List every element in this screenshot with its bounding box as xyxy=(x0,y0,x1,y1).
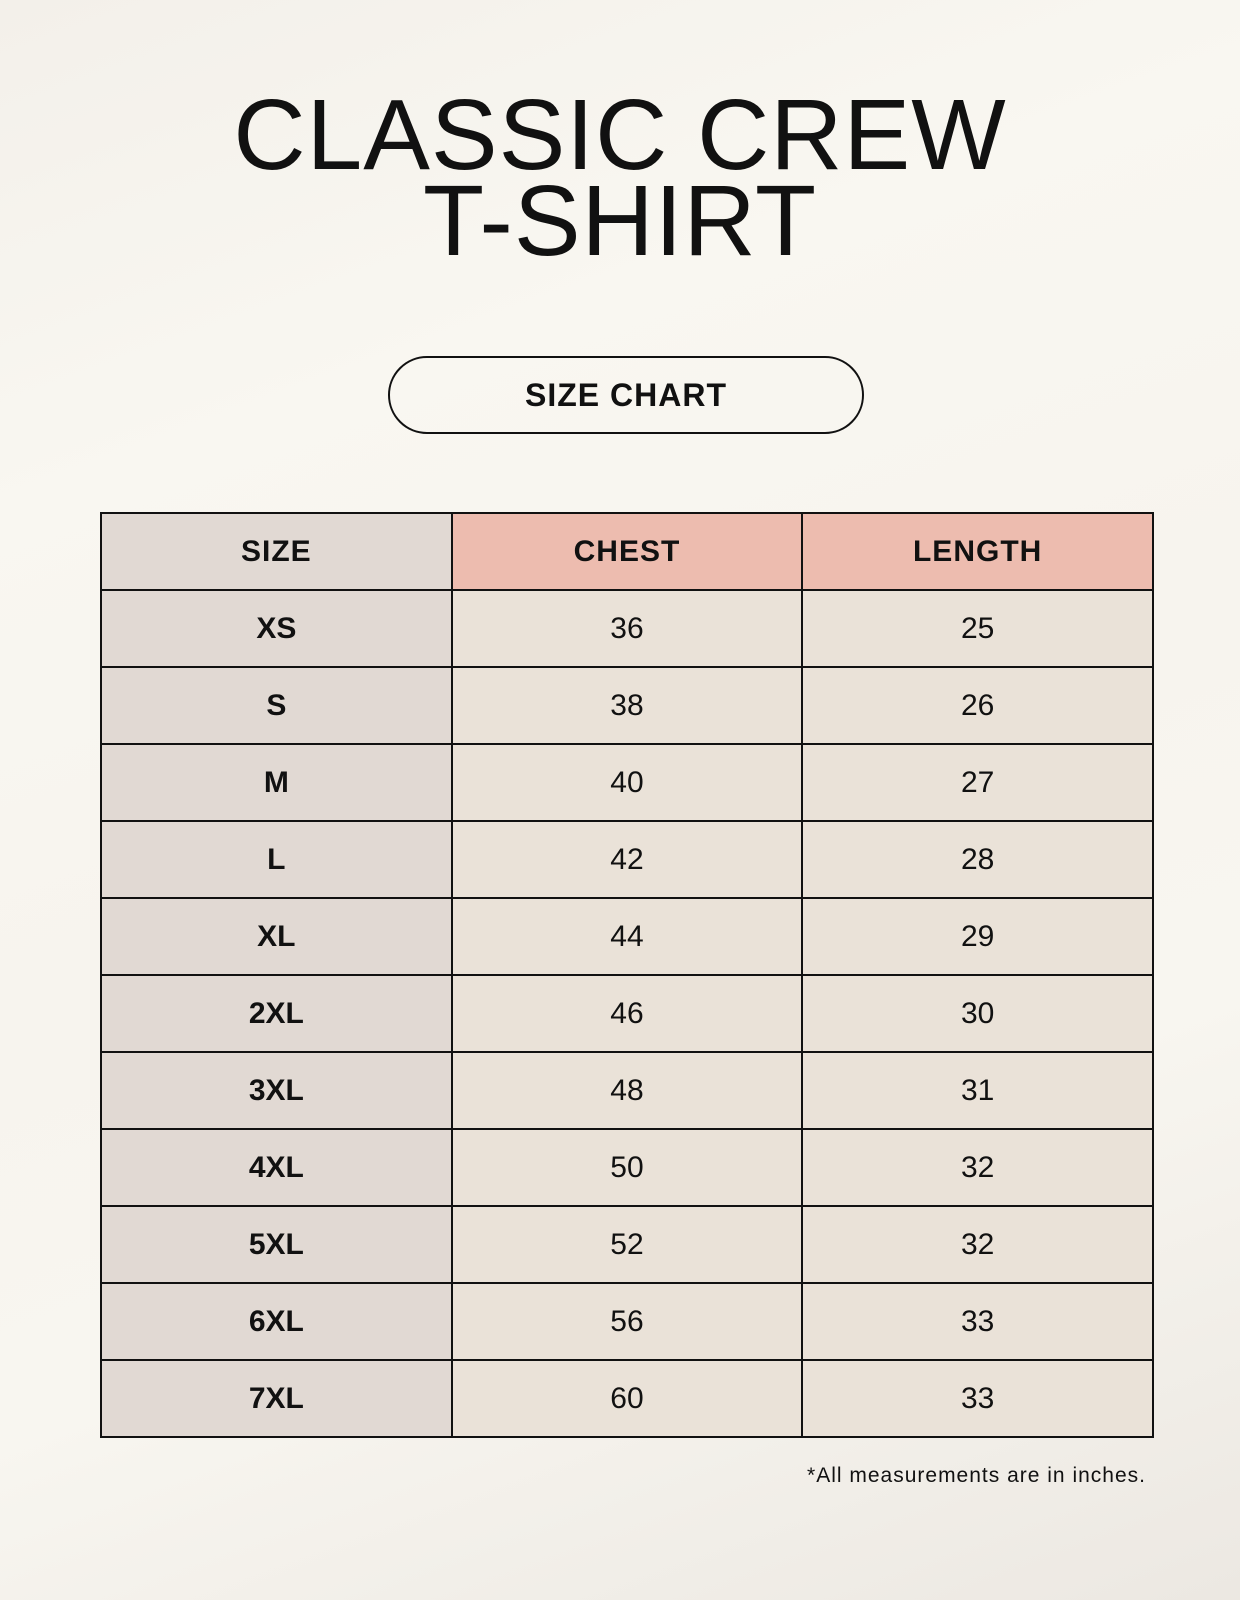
cell-size: 3XL xyxy=(100,1051,453,1130)
cell-size: S xyxy=(100,666,453,745)
cell-size: M xyxy=(100,743,453,822)
cell-length: 32 xyxy=(801,1205,1154,1284)
cell-chest: 48 xyxy=(450,1051,804,1130)
table-row: 4XL 50 32 xyxy=(100,1128,1154,1207)
size-table: SIZE CHEST LENGTH XS 36 25 S 38 26 M 40 27 L 42 28 X… xyxy=(100,512,1154,1438)
cell-length: 31 xyxy=(801,1051,1154,1130)
cell-chest: 36 xyxy=(450,589,804,668)
table-row: 7XL 60 33 xyxy=(100,1359,1154,1438)
table-row: 2XL 46 30 xyxy=(100,974,1154,1053)
title-line-2: T-SHIRT xyxy=(422,165,818,277)
cell-chest: 44 xyxy=(450,897,804,976)
cell-size: XS xyxy=(100,589,453,668)
cell-chest: 46 xyxy=(450,974,804,1053)
cell-chest: 50 xyxy=(450,1128,804,1207)
cell-size: L xyxy=(100,820,453,899)
cell-size: 5XL xyxy=(100,1205,453,1284)
header-chest: CHEST xyxy=(450,512,804,591)
cell-size: XL xyxy=(100,897,453,976)
footnote: *All measurements are in inches. xyxy=(807,1464,1146,1487)
table-header-row: SIZE CHEST LENGTH xyxy=(100,512,1154,591)
table-row: 5XL 52 32 xyxy=(100,1205,1154,1284)
table-row: XS 36 25 xyxy=(100,589,1154,668)
cell-length: 33 xyxy=(801,1282,1154,1361)
table-row: 6XL 56 33 xyxy=(100,1282,1154,1361)
title-line-1: CLASSIC CREW xyxy=(233,79,1007,191)
header-length: LENGTH xyxy=(801,512,1154,591)
page-title: CLASSIC CREW T-SHIRT xyxy=(0,79,1240,277)
cell-length: 32 xyxy=(801,1128,1154,1207)
size-chart-badge: SIZE CHART xyxy=(388,356,864,434)
cell-chest: 40 xyxy=(450,743,804,822)
cell-size: 2XL xyxy=(100,974,453,1053)
table-row: S 38 26 xyxy=(100,666,1154,745)
table-row: XL 44 29 xyxy=(100,897,1154,976)
cell-size: 6XL xyxy=(100,1282,453,1361)
cell-size: 4XL xyxy=(100,1128,453,1207)
table-row: 3XL 48 31 xyxy=(100,1051,1154,1130)
cell-size: 7XL xyxy=(100,1359,453,1438)
cell-chest: 42 xyxy=(450,820,804,899)
cell-length: 29 xyxy=(801,897,1154,976)
cell-length: 27 xyxy=(801,743,1154,822)
cell-length: 33 xyxy=(801,1359,1154,1438)
cell-chest: 52 xyxy=(450,1205,804,1284)
cell-length: 26 xyxy=(801,666,1154,745)
table-row: L 42 28 xyxy=(100,820,1154,899)
cell-length: 28 xyxy=(801,820,1154,899)
cell-chest: 60 xyxy=(450,1359,804,1438)
cell-length: 25 xyxy=(801,589,1154,668)
header-size: SIZE xyxy=(100,512,453,591)
table-row: M 40 27 xyxy=(100,743,1154,822)
cell-chest: 56 xyxy=(450,1282,804,1361)
cell-length: 30 xyxy=(801,974,1154,1053)
cell-chest: 38 xyxy=(450,666,804,745)
